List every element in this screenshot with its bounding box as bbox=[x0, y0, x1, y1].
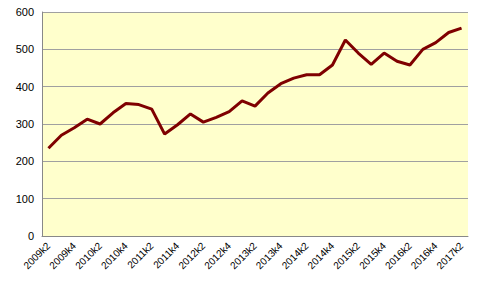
svg-text:0: 0 bbox=[28, 230, 34, 242]
svg-text:2015k2: 2015k2 bbox=[331, 240, 362, 271]
svg-text:2013k2: 2013k2 bbox=[228, 240, 259, 271]
svg-text:2016k4: 2016k4 bbox=[409, 240, 440, 271]
svg-text:500: 500 bbox=[16, 43, 34, 55]
svg-text:2012k2: 2012k2 bbox=[176, 240, 207, 271]
svg-text:2009k2: 2009k2 bbox=[21, 240, 52, 271]
svg-text:100: 100 bbox=[16, 193, 34, 205]
svg-text:2010k4: 2010k4 bbox=[99, 240, 130, 271]
svg-text:2012k4: 2012k4 bbox=[202, 240, 233, 271]
svg-text:2011k2: 2011k2 bbox=[125, 240, 156, 271]
svg-text:2010k2: 2010k2 bbox=[73, 240, 104, 271]
svg-text:2016k2: 2016k2 bbox=[383, 240, 414, 271]
svg-text:2015k4: 2015k4 bbox=[357, 240, 388, 271]
svg-text:2017k2: 2017k2 bbox=[434, 240, 465, 271]
svg-text:2014k4: 2014k4 bbox=[305, 240, 336, 271]
svg-text:200: 200 bbox=[16, 155, 34, 167]
svg-text:2011k4: 2011k4 bbox=[151, 240, 182, 271]
svg-text:400: 400 bbox=[16, 81, 34, 93]
svg-text:2014k2: 2014k2 bbox=[280, 240, 311, 271]
svg-text:300: 300 bbox=[16, 118, 34, 130]
svg-text:600: 600 bbox=[16, 6, 34, 18]
svg-text:2013k4: 2013k4 bbox=[254, 240, 285, 271]
svg-text:2009k4: 2009k4 bbox=[47, 240, 78, 271]
